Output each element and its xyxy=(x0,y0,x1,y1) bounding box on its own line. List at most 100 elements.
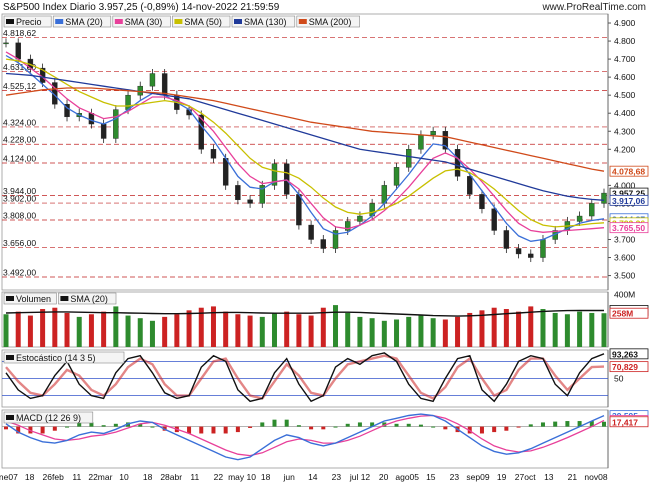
y-tick-label: 4.000 xyxy=(614,180,636,190)
macd-histogram-bar xyxy=(223,426,228,434)
level-label: 3.808,00 xyxy=(3,211,36,221)
volume-bar xyxy=(162,316,168,347)
macd-histogram-bar xyxy=(528,424,533,427)
macd-histogram-bar xyxy=(52,426,57,431)
brand-label: www.ProRealTime.com xyxy=(542,2,646,13)
volume-bar xyxy=(430,318,436,347)
x-tick-label: 22 xyxy=(214,472,224,482)
volume-bar xyxy=(284,311,290,347)
x-tick-label: 10 xyxy=(119,472,129,482)
macd-histogram-bar xyxy=(260,422,265,427)
value-tag xyxy=(609,416,649,428)
x-tick-label: 15 xyxy=(426,472,436,482)
volume-bar xyxy=(149,320,155,347)
volume-bar xyxy=(15,311,21,347)
volume-sma-line xyxy=(5,309,604,317)
volume-bar xyxy=(552,312,558,347)
value-tag xyxy=(609,194,649,206)
x-tick-label: may 10 xyxy=(228,472,256,482)
legend-label: SMA (30) xyxy=(125,17,163,27)
candle-body xyxy=(503,230,510,249)
macd-histogram-bar xyxy=(589,421,594,427)
macd-histogram-bar xyxy=(199,426,204,434)
candle-body xyxy=(430,131,436,136)
x-tick-label: nov08 xyxy=(584,472,607,482)
candle-body xyxy=(320,239,327,249)
value-tag xyxy=(609,165,649,177)
y-tick-label: 400M xyxy=(614,290,635,300)
legend-swatch xyxy=(6,415,14,420)
candle-body xyxy=(576,215,583,222)
volume-bar xyxy=(137,318,143,347)
macd-histogram-bar xyxy=(272,419,277,427)
level-label: 3.902,00 xyxy=(3,194,36,204)
macd-histogram-bar xyxy=(357,422,362,427)
legend-label: Volumen xyxy=(16,294,51,304)
candle-body xyxy=(64,103,70,118)
macd-histogram-bar xyxy=(370,422,375,427)
macd-histogram-bar xyxy=(394,423,399,427)
legend-label: SMA (20) xyxy=(70,294,108,304)
legend-box xyxy=(3,411,94,424)
volume-bar xyxy=(40,309,46,347)
value-tag-label: 4.078,68 xyxy=(612,167,645,177)
legend-box xyxy=(3,292,57,305)
volume-bar xyxy=(247,315,253,347)
macd-histogram-bar xyxy=(504,426,509,431)
level-label: 4.124,00 xyxy=(3,154,36,164)
candle-body xyxy=(393,167,400,186)
macd-histogram-bar xyxy=(187,426,192,434)
legend-label: SMA (50) xyxy=(184,17,222,27)
macd-histogram-bar xyxy=(516,426,521,428)
candle-body xyxy=(125,94,131,110)
y-tick-label: 3.500 xyxy=(614,271,636,281)
legend-label: SMA (200) xyxy=(309,17,352,27)
candle-body xyxy=(259,185,265,204)
volume-bar xyxy=(406,316,412,347)
volume-bar xyxy=(577,311,583,347)
series-line xyxy=(5,51,605,233)
candle-body xyxy=(332,230,339,249)
candle-body xyxy=(198,114,204,150)
macd-histogram-bar xyxy=(150,426,155,428)
value-tag-label: 3.957,25 xyxy=(612,189,645,199)
volume-bar xyxy=(223,311,229,347)
stoch-k-line xyxy=(5,352,605,403)
candle-body xyxy=(479,194,485,210)
value-tag xyxy=(609,222,649,234)
value-tag-label: 93,263 xyxy=(612,349,638,359)
value-tag-label: 17,417 xyxy=(612,417,638,427)
x-tick-label: 18 xyxy=(261,472,271,482)
legend-swatch xyxy=(174,19,183,24)
volume-bar xyxy=(418,315,424,347)
volume-bar xyxy=(442,319,448,347)
y-tick-label: 4.500 xyxy=(614,90,636,100)
legend-label: SMA (130) xyxy=(244,17,287,27)
macd-histogram-bar xyxy=(345,423,350,427)
macd-histogram-bar xyxy=(565,421,570,427)
x-tick-label: 13 xyxy=(544,472,554,482)
chart-title: S&P500 Index Diario 3.957,25 (-0,89%) 14… xyxy=(3,2,280,13)
volume-bar xyxy=(516,311,522,347)
macd-histogram-bar xyxy=(284,419,289,427)
volume-bar xyxy=(369,318,375,347)
volume-bar xyxy=(394,319,400,347)
macd-line xyxy=(5,413,605,461)
candle-body xyxy=(88,113,95,125)
level-label: 3.492,00 xyxy=(3,268,36,278)
legend-box xyxy=(3,15,52,28)
candle-body xyxy=(149,73,156,87)
candle-body xyxy=(113,109,119,139)
x-tick-label: jun xyxy=(283,472,296,482)
level-label: 4.228,00 xyxy=(3,135,36,145)
legend-box xyxy=(58,292,117,305)
legend-box xyxy=(112,15,171,28)
volume-bar xyxy=(210,306,216,347)
volume-bar xyxy=(198,307,204,347)
volume-bar xyxy=(113,306,119,347)
candle-body xyxy=(357,215,363,222)
legend-swatch xyxy=(234,19,242,24)
volume-bar xyxy=(308,315,314,347)
macd-histogram-bar xyxy=(553,421,558,427)
